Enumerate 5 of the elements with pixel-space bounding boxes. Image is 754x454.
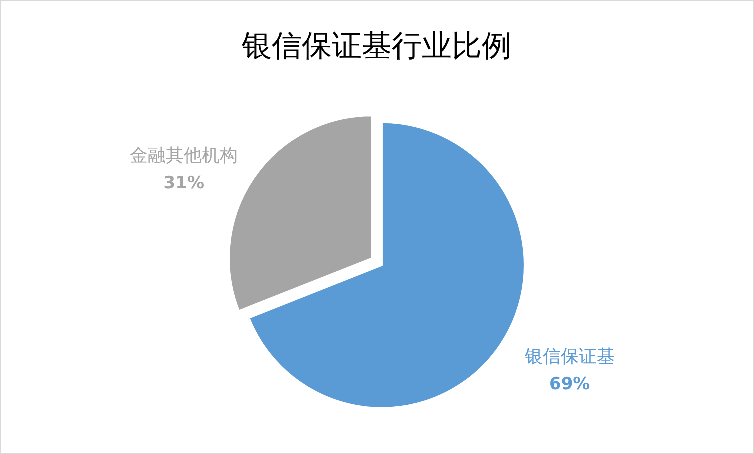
slice-label: 金融其他机构	[130, 146, 238, 167]
data-label: 31%	[164, 174, 205, 194]
chart-title: 银信保证基行业比例	[241, 29, 512, 64]
data-label: 69%	[549, 374, 590, 394]
slice-label: 银信保证基	[524, 346, 615, 368]
